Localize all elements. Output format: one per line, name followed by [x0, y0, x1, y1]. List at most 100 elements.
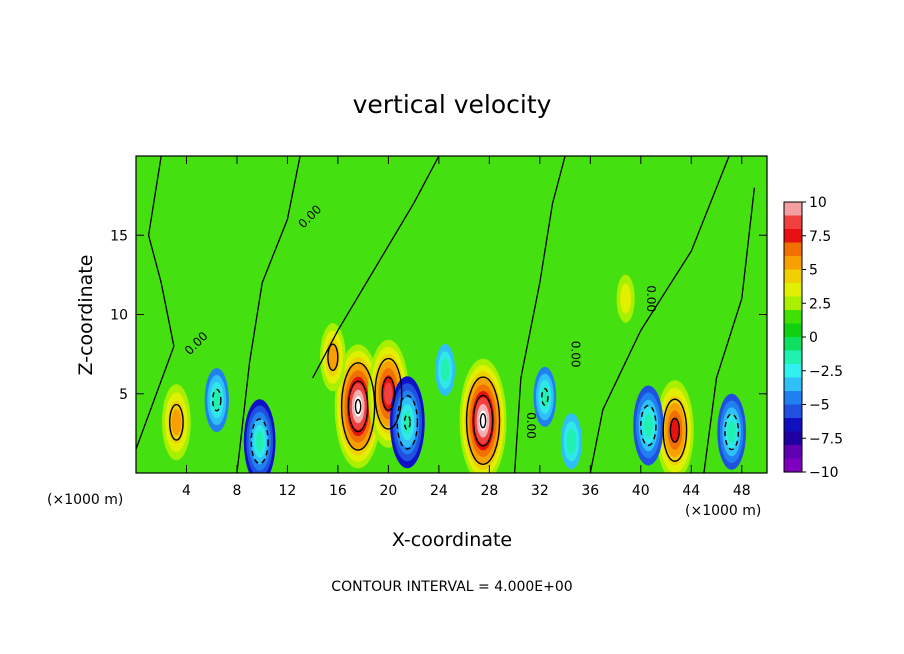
updraft-cell-0 [162, 384, 191, 461]
colorbar-swatch-12 [784, 364, 802, 379]
contour-ring-12-1 [541, 388, 549, 406]
y-tick-label-15: 15 [110, 228, 128, 244]
colorbar-label-0: 10 [809, 195, 827, 211]
contour-ring-5-1 [327, 343, 339, 372]
colorbar-swatch-6 [784, 283, 802, 298]
colorbar-swatch-17 [784, 431, 802, 446]
colorbar-label-2: 5 [809, 263, 818, 279]
downdraft-cell-14 [560, 413, 582, 470]
x-tick-label-44: 44 [682, 483, 700, 499]
colorbar-label-6: −5 [809, 398, 830, 414]
contour-lines [136, 156, 756, 473]
field-level-0-3 [171, 409, 182, 436]
colorbar-swatch-14 [784, 391, 802, 406]
x-tick-label-20: 20 [379, 483, 397, 499]
x-tick-label-28: 28 [480, 483, 498, 499]
x-tick-label-24: 24 [430, 483, 448, 499]
zero-contour-5 [703, 187, 756, 473]
downdraft-cell-9 [204, 368, 229, 433]
field-level-6-1 [620, 283, 632, 314]
colorbar-swatch-4 [784, 256, 802, 271]
contour-ring-2-1 [374, 357, 403, 430]
contour-label-2: 0.00 [568, 341, 582, 368]
downdraft-cell-11 [717, 393, 747, 470]
colorbar-swatch-2 [784, 229, 802, 244]
field-level-11-4 [727, 420, 736, 443]
zero-contour-3 [513, 156, 566, 473]
x-axis-label: X-coordinate [392, 529, 512, 551]
colorbar-label-7: −7.5 [809, 431, 843, 447]
colorbar-swatch-11 [784, 350, 802, 365]
field-level-13-2 [440, 358, 450, 382]
velocity-field [136, 156, 767, 473]
contour-ring-4-2 [669, 417, 681, 443]
colorbar-swatch-10 [784, 337, 802, 352]
x-tick-label-12: 12 [279, 483, 297, 499]
field-level-8-5 [255, 431, 264, 452]
colorbar-swatch-3 [784, 242, 802, 257]
colorbar-swatch-16 [784, 418, 802, 433]
colorbar-swatch-1 [784, 215, 802, 230]
chart-title: vertical velocity [353, 90, 552, 119]
colorbar-label-8: −10 [809, 465, 839, 481]
downdraft-cell-13 [435, 343, 456, 396]
contour-label-3: 0.00 [644, 285, 658, 312]
colorbar-swatch-5 [784, 269, 802, 284]
colorbar-swatch-0 [784, 202, 802, 217]
contour-ring-1-1 [340, 362, 376, 451]
y-axis: 5 10 15 [110, 228, 767, 403]
colorbar-swatch-13 [784, 377, 802, 392]
colorbar-swatch-19 [784, 458, 802, 473]
updraft-cell-3 [459, 358, 507, 473]
downdraft-cell-8 [243, 399, 276, 473]
x-tick-label-8: 8 [232, 483, 241, 499]
downdraft-cell-10 [633, 385, 664, 466]
field-level-10-4 [644, 414, 653, 437]
contour-ring-11-1 [724, 413, 740, 451]
contour-ring-7-1 [396, 394, 419, 450]
updraft-cell-6 [616, 274, 635, 323]
colorbar-swatch-15 [784, 404, 802, 419]
zero-contour-1 [236, 156, 301, 473]
zero-contour-2 [312, 156, 440, 379]
contour-ring-7-2 [403, 414, 411, 431]
x-tick-label-36: 36 [581, 483, 599, 499]
colorbar: 10 7.5 5 2.5 0 −2.5 −5 −7.5 −10 [783, 195, 843, 481]
contour-ring-10-1 [640, 404, 657, 447]
x-tick-label-16: 16 [329, 483, 347, 499]
colorbar-swatch-7 [784, 296, 802, 311]
field-level-5-3 [328, 345, 338, 370]
x-axis: 4 8 12 16 20 24 28 32 36 40 44 48 [182, 156, 751, 499]
colorbar-label-1: 7.5 [809, 229, 831, 245]
contour-ring-1-3 [354, 398, 362, 415]
contour-ring-3-3 [479, 413, 487, 429]
zero-contour-4 [589, 156, 730, 473]
colorbar-label-4: 0 [809, 330, 818, 346]
field-level-9-3 [212, 388, 221, 412]
x-tick-label-48: 48 [733, 483, 751, 499]
x-unit-label-left: (×1000 m) [47, 492, 123, 508]
x-unit-label-right: (×1000 m) [685, 503, 761, 519]
field-level-4-5 [670, 418, 680, 443]
contour-ring-4-1 [662, 398, 688, 462]
colorbar-swatch-18 [784, 445, 802, 460]
contour-ring-1-2 [347, 380, 369, 433]
colorbar-label-5: −2.5 [809, 364, 843, 380]
contour-ring-3-1 [465, 376, 501, 466]
colorbar-swatch-8 [784, 310, 802, 325]
y-axis-label: Z-coordinate [75, 255, 97, 376]
x-tick-label-40: 40 [632, 483, 650, 499]
downdraft-cell-12 [533, 366, 557, 427]
x-tick-label-32: 32 [531, 483, 549, 499]
x-tick-label-4: 4 [182, 483, 191, 499]
contour-ring-2-2 [381, 376, 396, 411]
contour-interval-note: CONTOUR INTERVAL = 4.000E+00 [331, 579, 572, 595]
zero-contour-0 [136, 156, 175, 450]
colorbar-swatch-9 [784, 323, 802, 338]
contour-ring-3-2 [472, 394, 494, 447]
y-tick-label-5: 5 [119, 387, 128, 403]
contour-label-4: 0.00 [524, 412, 538, 439]
y-tick-label-10: 10 [110, 308, 128, 324]
field-level-14-2 [566, 428, 577, 454]
